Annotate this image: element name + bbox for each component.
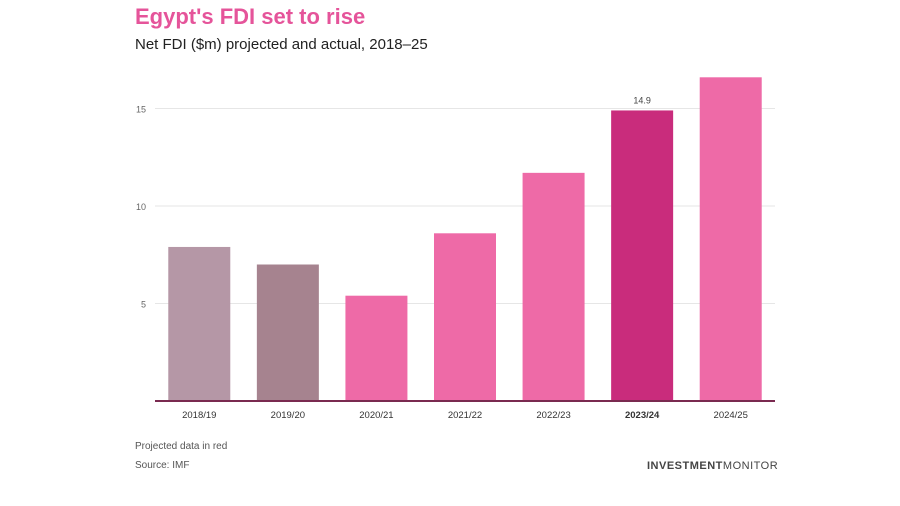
x-tick-label: 2021/22 bbox=[448, 410, 482, 421]
x-tick-label: 2023/24 bbox=[625, 410, 660, 421]
chart-title: Egypt's FDI set to rise bbox=[135, 4, 366, 29]
y-tick-label: 15 bbox=[136, 105, 146, 115]
bar-2019-20 bbox=[256, 264, 319, 401]
bar-2021-22 bbox=[434, 233, 496, 401]
x-tick-label: 2020/21 bbox=[359, 410, 393, 421]
projected-data-note: Projected data in red bbox=[135, 441, 228, 452]
source-note: Source: IMF bbox=[135, 460, 190, 471]
chart-subtitle: Net FDI ($m) projected and actual, 2018–… bbox=[135, 36, 428, 53]
x-tick-label: 2024/25 bbox=[714, 410, 748, 421]
x-tick-label: 2019/20 bbox=[271, 410, 305, 421]
bar-2023-24 bbox=[611, 110, 674, 401]
investment-monitor-logo: INVESTMENTMONITOR bbox=[647, 460, 779, 472]
x-tick-label: 2022/23 bbox=[536, 410, 570, 421]
bar-2022-23 bbox=[522, 172, 585, 401]
y-tick-label: 10 bbox=[136, 202, 146, 212]
bar-2018-19 bbox=[168, 246, 231, 401]
bar-chart: 5 10 15 2018/19 2019/20 2020/21 2021/22 2022/23… bbox=[136, 77, 775, 421]
x-tick-label: 2018/19 bbox=[182, 410, 216, 421]
bar-2020-21 bbox=[345, 295, 408, 401]
y-tick-label: 5 bbox=[141, 300, 146, 310]
bar-2024-25 bbox=[699, 77, 762, 402]
data-label: 14.9 bbox=[633, 95, 651, 105]
